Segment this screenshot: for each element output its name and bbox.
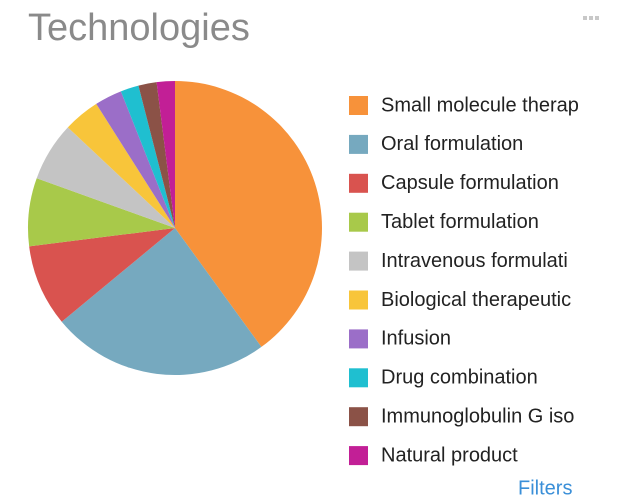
legend-swatch — [349, 212, 368, 232]
legend-label: Infusion — [381, 328, 451, 350]
pie-slice — [138, 82, 175, 228]
legend-swatch — [349, 368, 368, 388]
legend-label: Tablet formulation — [381, 211, 539, 233]
legend-swatch — [349, 290, 368, 310]
menu-icon[interactable] — [583, 16, 599, 20]
legend-label: Drug combination — [381, 367, 538, 389]
legend-label: Oral formulation — [381, 133, 523, 155]
legend-swatch — [349, 251, 368, 271]
chart-title: Technologies — [28, 7, 250, 49]
pie-slice — [36, 127, 176, 228]
legend-swatch — [349, 134, 368, 154]
legend-swatch — [349, 173, 368, 193]
legend-label: Immunoglobulin G iso — [381, 405, 574, 427]
legend-label: Biological therapeutic — [381, 289, 571, 311]
legend-label: Small molecule therap — [381, 94, 579, 116]
legend: Small molecule therap Oral formulation Cap… — [349, 94, 579, 466]
legend-swatch — [349, 446, 368, 466]
pie-slice — [156, 81, 175, 228]
pie-slice — [61, 228, 262, 376]
legend-swatch — [349, 96, 368, 115]
legend-label: Natural product — [381, 444, 518, 466]
legend-label: Intravenous formulati — [381, 250, 568, 272]
pie-slice — [96, 91, 175, 229]
pie-slice — [27, 178, 175, 247]
pie-slice — [175, 81, 322, 347]
pie-slice — [29, 228, 176, 322]
pie-slice — [67, 103, 175, 228]
legend-swatch — [349, 407, 368, 427]
filters-link[interactable]: Filters — [518, 477, 572, 499]
legend-swatch — [349, 329, 368, 349]
pie-slice — [120, 85, 175, 228]
pie — [27, 81, 322, 376]
legend-label: Capsule formulation — [381, 172, 559, 194]
